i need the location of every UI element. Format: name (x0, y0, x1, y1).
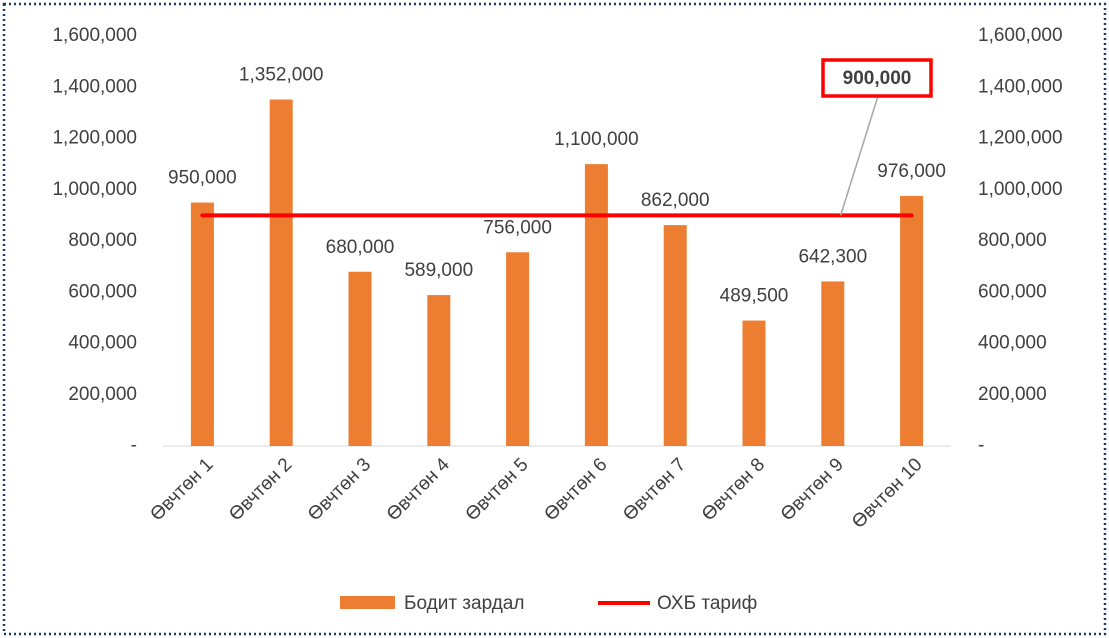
y-tick-label: 400,000 (68, 333, 137, 354)
y-tick-label: 1,200,000 (52, 128, 137, 149)
y-tick-label: - (131, 435, 137, 456)
bar (190, 202, 214, 446)
y-tick-label: 1,600,000 (52, 25, 137, 46)
bar (427, 295, 451, 446)
bar (348, 271, 372, 446)
data-label: 862,000 (641, 190, 710, 211)
legend-label: ОХБ тариф (657, 593, 757, 614)
data-label: 1,100,000 (554, 129, 639, 150)
bar (269, 99, 293, 447)
y2-tick-label: 1,000,000 (978, 179, 1063, 200)
y2-tick-label: 600,000 (978, 281, 1047, 302)
y2-tick-label: 800,000 (978, 230, 1047, 251)
annotation-leader (839, 95, 879, 216)
bar (506, 252, 530, 446)
data-label: 489,500 (720, 286, 789, 307)
y2-tick-label: 1,200,000 (978, 128, 1063, 149)
data-label: 1,352,000 (239, 65, 324, 86)
y-tick-label: 1,000,000 (52, 179, 137, 200)
y-tick-label: 1,400,000 (52, 76, 137, 97)
annotation-label: 900,000 (843, 68, 912, 89)
annotation-box (821, 58, 933, 98)
y-tick-label: 800,000 (68, 230, 137, 251)
bar (821, 281, 845, 446)
y2-tick-label: - (978, 435, 984, 456)
y2-tick-label: 1,600,000 (978, 25, 1063, 46)
y-tick-label: 200,000 (68, 384, 137, 405)
legend-label: Бодит зардал (404, 593, 524, 614)
data-label: 950,000 (168, 168, 237, 189)
bar (742, 320, 766, 446)
data-label: 756,000 (483, 217, 552, 238)
y-tick-label: 600,000 (68, 281, 137, 302)
bar (900, 195, 924, 446)
bar (584, 164, 608, 446)
data-label: 642,300 (798, 246, 867, 267)
y2-tick-label: 400,000 (978, 333, 1047, 354)
data-label: 680,000 (326, 237, 395, 258)
bar (663, 225, 687, 446)
y2-tick-label: 1,400,000 (978, 76, 1063, 97)
legend-swatch (340, 596, 395, 609)
data-label: 976,000 (877, 161, 946, 182)
data-label: 589,000 (404, 260, 473, 281)
y2-tick-label: 200,000 (978, 384, 1047, 405)
